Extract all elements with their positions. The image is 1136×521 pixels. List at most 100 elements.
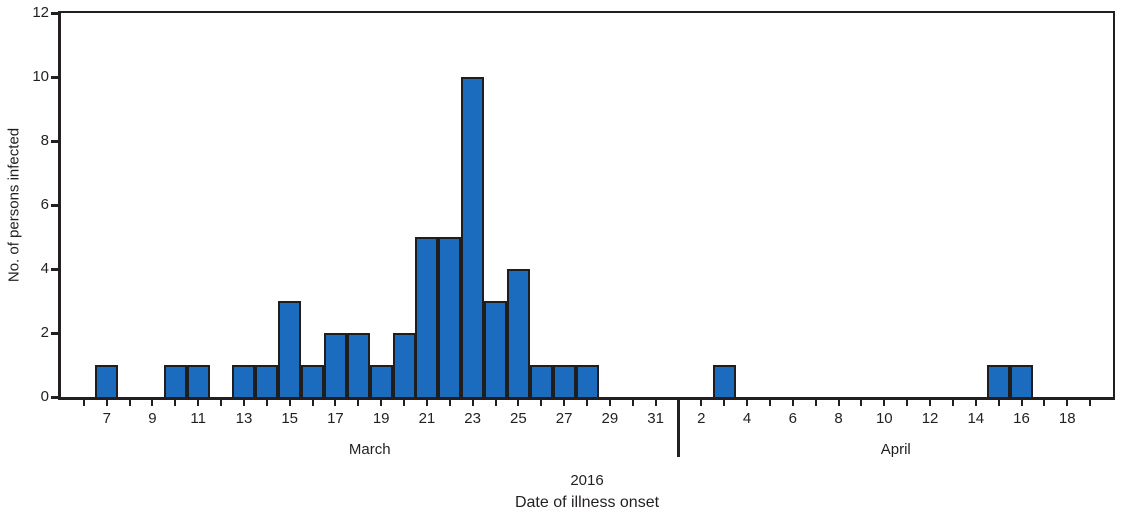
x-tick-april-16 (1020, 400, 1023, 406)
y-tick-0 (51, 396, 58, 399)
x-tick-april-15 (997, 400, 1000, 406)
x-tick-label-march-15: 15 (281, 410, 299, 427)
x-tick-march-23 (471, 400, 474, 406)
x-tick-label-april-2: 2 (697, 410, 706, 427)
x-tick-march-11 (197, 400, 200, 406)
bar-march-22 (438, 237, 462, 399)
bar-march-15 (278, 301, 302, 399)
x-tick-march-13 (242, 400, 245, 406)
x-tick-april-7 (814, 400, 817, 406)
x-tick-april-9 (860, 400, 863, 406)
x-tick-label-april-4: 4 (742, 410, 752, 427)
x-tick-label-april-12: 12 (921, 410, 939, 427)
month-label-march: March (348, 441, 391, 458)
x-tick-label-march-17: 17 (327, 410, 344, 427)
x-tick-april-13 (951, 400, 954, 406)
x-tick-march-19 (380, 400, 383, 406)
x-tick-april-8 (837, 400, 840, 406)
x-tick-march-12 (220, 400, 223, 406)
x-tick-label-march-13: 13 (235, 410, 253, 427)
x-tick-march-29 (608, 400, 611, 406)
x-tick-label-march-9: 9 (148, 410, 157, 427)
x-tick-march-22 (448, 400, 451, 406)
x-tick-march-25 (517, 400, 520, 406)
x-tick-april-19 (1089, 400, 1092, 406)
x-tick-april-2 (700, 400, 703, 406)
x-tick-label-march-21: 21 (418, 410, 436, 427)
bar-april-16 (1010, 365, 1034, 399)
x-tick-label-march-19: 19 (372, 410, 390, 427)
x-tick-march-24 (494, 400, 497, 406)
x-tick-label-march-23: 23 (464, 410, 481, 427)
x-tick-label-april-8: 8 (834, 410, 843, 427)
bar-april-15 (987, 365, 1011, 399)
y-tick-2 (51, 332, 58, 335)
x-tick-march-16 (311, 400, 314, 406)
x-tick-label-april-6: 6 (788, 410, 797, 427)
x-tick-march-26 (540, 400, 543, 406)
y-tick-label-8: 8 (40, 132, 49, 149)
x-tick-label-april-10: 10 (875, 410, 893, 427)
x-axis-title: Date of illness onset (514, 494, 660, 511)
x-tick-april-5 (768, 400, 771, 406)
x-tick-label-april-18: 18 (1058, 410, 1076, 427)
x-tick-march-28 (586, 400, 588, 406)
x-tick-april-3 (723, 400, 726, 406)
x-tick-march-21 (425, 400, 428, 406)
y-axis-line (58, 11, 61, 400)
x-tick-march-10 (174, 400, 177, 406)
month-label-april: April (880, 441, 911, 458)
bar-march-7 (95, 365, 119, 399)
bar-march-13 (232, 365, 256, 399)
x-tick-label-march-25: 25 (510, 410, 527, 427)
y-tick-4 (51, 268, 58, 271)
y-tick-label-10: 10 (32, 68, 49, 85)
x-tick-april-12 (929, 400, 932, 406)
top-spine (58, 11, 1115, 13)
x-tick-label-march-7: 7 (102, 410, 111, 427)
bar-march-17 (323, 333, 347, 399)
x-tick-label-march-27: 27 (555, 410, 573, 427)
x-tick-march-30 (631, 400, 634, 406)
bar-april-3 (712, 365, 736, 399)
bar-march-18 (346, 333, 370, 399)
x-tick-label-march-29: 29 (601, 410, 619, 427)
y-tick-12 (51, 12, 58, 15)
y-tick-label-2: 2 (40, 324, 49, 341)
x-tick-april-14 (974, 400, 977, 406)
x-tick-april-6 (791, 400, 794, 406)
x-tick-march-17 (334, 400, 337, 406)
x-axis-line (58, 397, 1115, 400)
x-tick-march-15 (288, 400, 291, 406)
x-tick-april-18 (1066, 400, 1069, 406)
month-separator-line (676, 397, 680, 457)
bar-march-20 (392, 333, 416, 399)
y-tick-8 (51, 140, 58, 143)
x-tick-april-10 (883, 400, 886, 406)
bar-march-14 (255, 365, 279, 399)
y-tick-10 (51, 76, 58, 79)
y-tick-label-0: 0 (40, 388, 49, 405)
y-tick-label-6: 6 (40, 196, 49, 213)
x-tick-label-april-14: 14 (967, 410, 985, 427)
x-tick-label-march-11: 11 (190, 410, 206, 427)
y-tick-6 (51, 204, 58, 207)
x-tick-march-20 (403, 400, 406, 406)
bar-march-11 (186, 365, 210, 399)
x-tick-march-18 (357, 400, 360, 406)
bar-march-26 (529, 365, 553, 399)
bar-march-24 (484, 301, 508, 399)
y-tick-label-4: 4 (40, 260, 49, 277)
bar-march-25 (506, 269, 530, 399)
x-tick-march-27 (563, 400, 566, 406)
x-tick-march-8 (128, 400, 131, 406)
bar-march-19 (369, 365, 393, 399)
x-tick-label-march-31: 31 (647, 410, 664, 427)
x-tick-march-31 (654, 400, 657, 406)
y-tick-label-12: 12 (32, 4, 49, 21)
bar-march-16 (301, 365, 325, 399)
x-tick-april-4 (746, 400, 749, 406)
x-tick-march-7 (105, 400, 108, 406)
